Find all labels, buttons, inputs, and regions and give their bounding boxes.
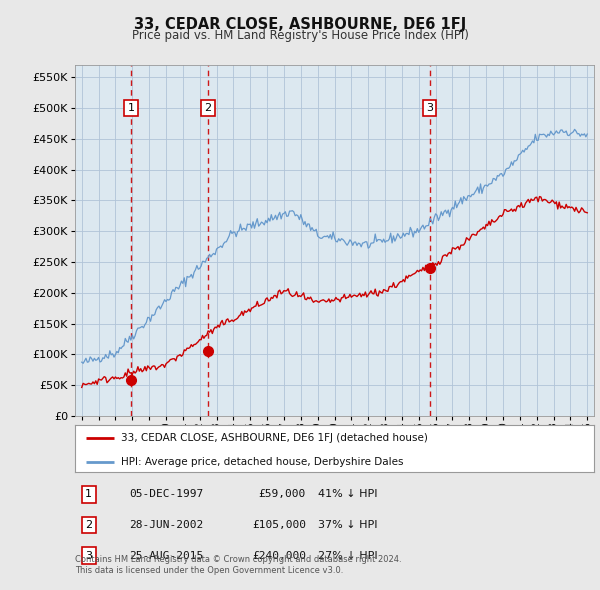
- Text: 3: 3: [426, 103, 433, 113]
- Text: 05-DEC-1997: 05-DEC-1997: [129, 490, 203, 499]
- Text: £240,000: £240,000: [252, 551, 306, 560]
- Text: 1: 1: [85, 490, 92, 499]
- Text: Contains HM Land Registry data © Crown copyright and database right 2024.
This d: Contains HM Land Registry data © Crown c…: [75, 555, 401, 575]
- Text: HPI: Average price, detached house, Derbyshire Dales: HPI: Average price, detached house, Derb…: [121, 457, 403, 467]
- Text: 2: 2: [205, 103, 212, 113]
- Text: 41% ↓ HPI: 41% ↓ HPI: [318, 490, 377, 499]
- Text: 28-JUN-2002: 28-JUN-2002: [129, 520, 203, 530]
- Text: 1: 1: [127, 103, 134, 113]
- Text: 2: 2: [85, 520, 92, 530]
- Text: 37% ↓ HPI: 37% ↓ HPI: [318, 520, 377, 530]
- Text: 27% ↓ HPI: 27% ↓ HPI: [318, 551, 377, 560]
- Text: £59,000: £59,000: [259, 490, 306, 499]
- Text: 3: 3: [85, 551, 92, 560]
- Text: 33, CEDAR CLOSE, ASHBOURNE, DE6 1FJ (detached house): 33, CEDAR CLOSE, ASHBOURNE, DE6 1FJ (det…: [121, 432, 428, 442]
- Text: 25-AUG-2015: 25-AUG-2015: [129, 551, 203, 560]
- Text: 33, CEDAR CLOSE, ASHBOURNE, DE6 1FJ: 33, CEDAR CLOSE, ASHBOURNE, DE6 1FJ: [134, 17, 466, 31]
- Text: £105,000: £105,000: [252, 520, 306, 530]
- Text: Price paid vs. HM Land Registry's House Price Index (HPI): Price paid vs. HM Land Registry's House …: [131, 30, 469, 42]
